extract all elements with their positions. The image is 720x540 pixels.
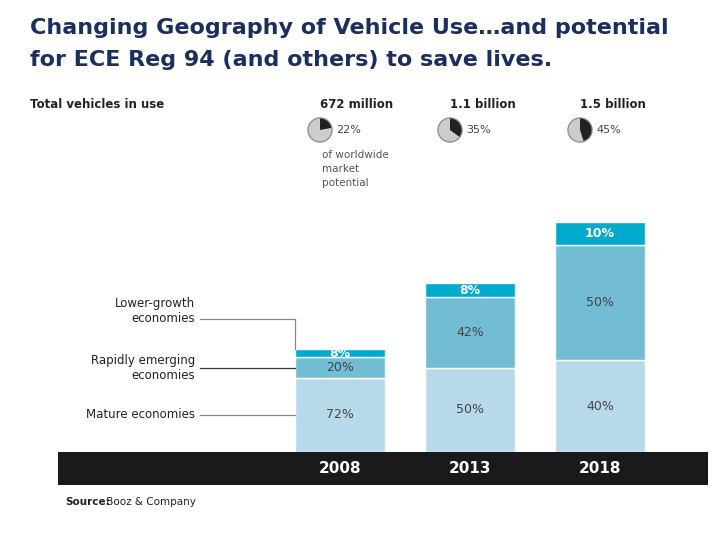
Text: 1.1 billion: 1.1 billion — [450, 98, 516, 111]
Text: 8%: 8% — [330, 347, 351, 360]
Circle shape — [438, 118, 462, 142]
Text: 35%: 35% — [466, 125, 490, 135]
Circle shape — [568, 118, 592, 142]
Text: 22%: 22% — [336, 125, 361, 135]
Bar — [555, 222, 645, 245]
Circle shape — [308, 118, 332, 142]
Text: 72%: 72% — [326, 408, 354, 421]
Text: 2008: 2008 — [319, 461, 361, 476]
Text: 45%: 45% — [596, 125, 621, 135]
Text: 50%: 50% — [586, 296, 614, 309]
Wedge shape — [580, 118, 592, 141]
Text: of worldwide
market
potential: of worldwide market potential — [322, 150, 389, 188]
Bar — [555, 360, 645, 452]
Text: 20%: 20% — [326, 361, 354, 374]
Text: Booz & Company: Booz & Company — [103, 497, 196, 507]
Text: Changing Geography of Vehicle Use…and potential: Changing Geography of Vehicle Use…and po… — [30, 18, 669, 38]
Bar — [425, 297, 515, 368]
Text: 8%: 8% — [459, 284, 480, 296]
Text: Rapidly emerging
economies: Rapidly emerging economies — [91, 354, 195, 381]
Bar — [58, 452, 708, 485]
Text: Lower-growth
economies: Lower-growth economies — [115, 297, 195, 325]
Text: 2018: 2018 — [579, 461, 621, 476]
Text: 10%: 10% — [585, 227, 615, 240]
Wedge shape — [450, 118, 462, 137]
Text: Mature economies: Mature economies — [86, 408, 195, 421]
Bar — [295, 378, 385, 452]
Text: 1.5 billion: 1.5 billion — [580, 98, 646, 111]
Text: 40%: 40% — [586, 400, 614, 413]
Text: for ECE Reg 94 (and others) to save lives.: for ECE Reg 94 (and others) to save live… — [30, 50, 552, 70]
Bar — [295, 349, 385, 357]
Bar — [425, 368, 515, 452]
Text: 42%: 42% — [456, 326, 484, 339]
Wedge shape — [320, 118, 332, 130]
Text: 50%: 50% — [456, 403, 484, 416]
Text: Total vehicles in use: Total vehicles in use — [30, 98, 164, 111]
Text: Source:: Source: — [65, 497, 109, 507]
Bar — [295, 357, 385, 378]
Text: 672 million: 672 million — [320, 98, 393, 111]
Bar — [555, 245, 645, 360]
Text: 2013: 2013 — [449, 461, 491, 476]
Bar — [425, 284, 515, 297]
